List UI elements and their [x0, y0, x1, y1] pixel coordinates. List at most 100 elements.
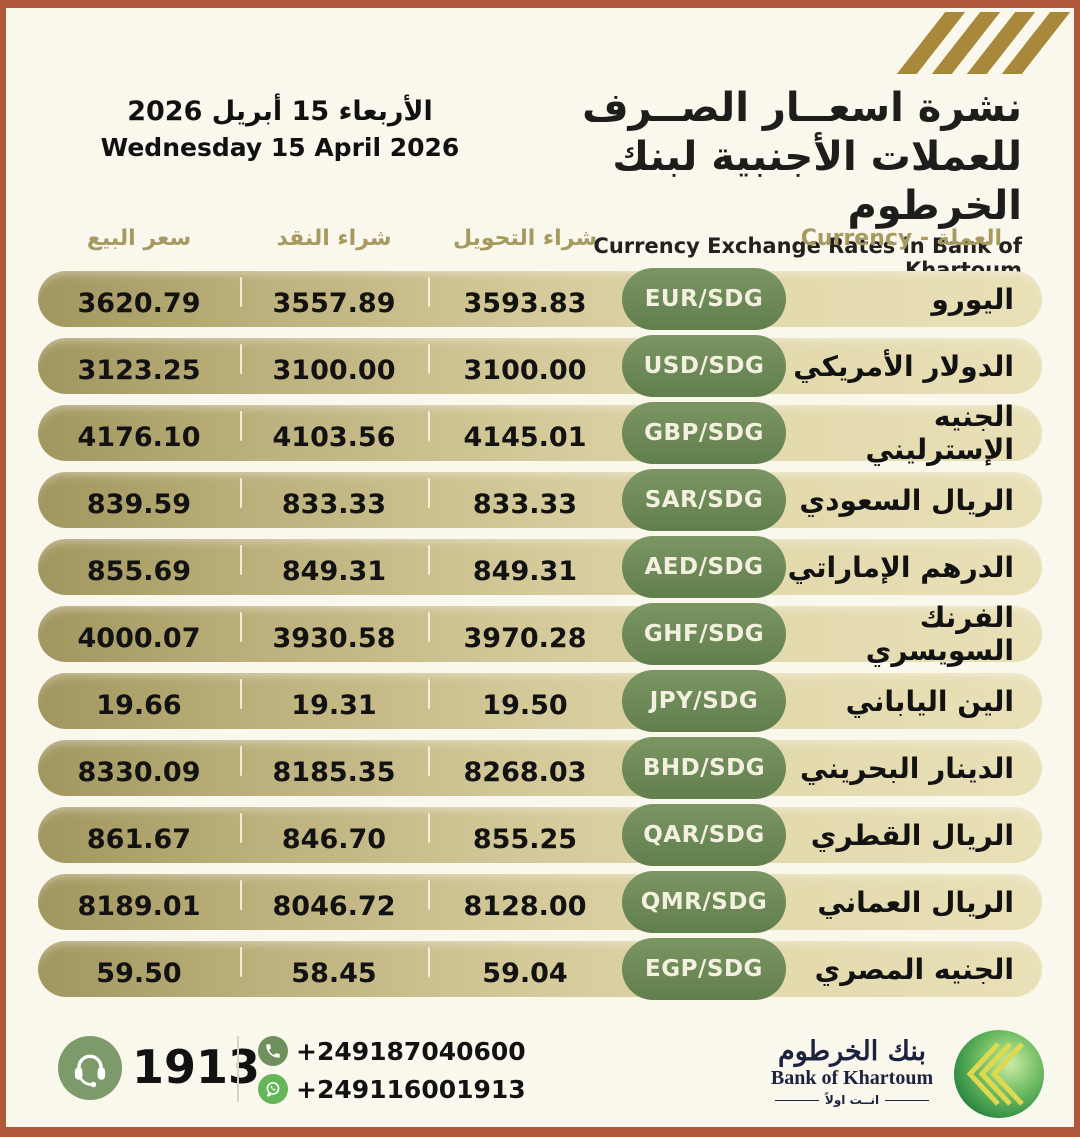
currency-pair-badge: JPY/SDG	[622, 670, 786, 732]
currency-pair-badge: QMR/SDG	[622, 871, 786, 933]
bank-of-khartoum-logo-icon	[954, 1030, 1044, 1118]
whatsapp-number: +249116001913	[296, 1074, 526, 1104]
currency-rate-row: 8189.01 8046.72 8128.00 QMR/SDG الريال ا…	[38, 871, 1042, 933]
whatsapp-contact: +249116001913	[258, 1074, 526, 1104]
column-divider	[428, 947, 430, 977]
phone-contact: +249187040600	[258, 1036, 526, 1066]
column-divider	[240, 947, 242, 977]
transfer-buy-value: 8128.00	[463, 890, 587, 922]
footer-divider	[237, 1036, 239, 1102]
currency-rate-row: 19.66 19.31 19.50 JPY/SDG الين الياباني	[38, 670, 1042, 732]
currency-name-arabic: الجنيه المصري	[814, 952, 1014, 986]
transfer-buy-value: 833.33	[472, 488, 578, 520]
currency-name-arabic: الدرهم الإماراتي	[787, 550, 1014, 584]
bank-tagline-arabic: انــت اولاً	[824, 1093, 880, 1107]
column-header-currency: العملة - Currency	[800, 226, 1002, 251]
transfer-buy-value: 8268.03	[463, 756, 587, 788]
column-divider	[428, 277, 430, 307]
currency-rate-row: 855.69 849.31 849.31 AED/SDG الدرهم الإم…	[38, 536, 1042, 598]
column-header-cash-buy: شراء النقد	[276, 226, 392, 251]
headset-icon	[58, 1036, 122, 1100]
currency-name-arabic: الريال القطري	[810, 818, 1014, 852]
column-divider	[428, 478, 430, 508]
call-center-number: 1913	[132, 1040, 261, 1094]
currency-name-arabic: اليورو	[931, 282, 1014, 316]
currency-rate-row: 59.50 58.45 59.04 EGP/SDG الجنيه المصري	[38, 938, 1042, 1000]
transfer-buy-value: 19.50	[482, 689, 568, 721]
sell-price-value: 855.69	[86, 555, 192, 587]
sell-price-value: 861.67	[86, 823, 192, 855]
date-arabic: الأربعاء 15 أبريل 2026	[127, 96, 433, 127]
cash-buy-value: 58.45	[291, 957, 377, 989]
column-divider	[428, 545, 430, 575]
table-header-row: سعر البيع شراء النقد شراء التحويل العملة…	[38, 226, 1042, 251]
sell-price-value: 8189.01	[77, 890, 201, 922]
column-divider	[240, 344, 242, 374]
transfer-buy-value: 3100.00	[463, 354, 587, 386]
column-divider	[240, 478, 242, 508]
cash-buy-value: 3100.00	[272, 354, 396, 386]
transfer-buy-value: 849.31	[472, 555, 578, 587]
gold-stripes-icon	[896, 12, 1071, 74]
whatsapp-icon	[258, 1074, 288, 1104]
column-divider	[428, 679, 430, 709]
cash-buy-value: 846.70	[281, 823, 387, 855]
column-divider	[428, 411, 430, 441]
cash-buy-value: 19.31	[291, 689, 377, 721]
currency-pair-badge: SAR/SDG	[622, 469, 786, 531]
bank-name-english: Bank of Khartoum	[770, 1067, 934, 1089]
currency-pair-badge: BHD/SDG	[622, 737, 786, 799]
currency-name-arabic: الين الياباني	[845, 684, 1014, 718]
sell-price-value: 59.50	[96, 957, 182, 989]
footer: 1913 +249187040600 +249116001913 بنك الخ…	[0, 1028, 1080, 1120]
currency-pair-badge: GHF/SDG	[622, 603, 786, 665]
currency-rate-row: 839.59 833.33 833.33 SAR/SDG الريال السع…	[38, 469, 1042, 531]
transfer-buy-value: 855.25	[472, 823, 578, 855]
date-english: Wednesday 15 April 2026	[100, 133, 460, 162]
transfer-buy-value: 4145.01	[463, 421, 587, 453]
tagline-rule	[774, 1099, 819, 1101]
date-block: الأربعاء 15 أبريل 2026 Wednesday 15 Apri…	[80, 96, 480, 162]
column-divider	[428, 813, 430, 843]
column-header-transfer-buy: شراء التحويل	[452, 226, 598, 251]
currency-name-arabic: الدينار البحريني	[799, 751, 1014, 785]
currency-rate-row: 8330.09 8185.35 8268.03 BHD/SDG الدينار …	[38, 737, 1042, 799]
cash-buy-value: 8046.72	[272, 890, 396, 922]
transfer-buy-value: 59.04	[482, 957, 568, 989]
sell-price-value: 4176.10	[77, 421, 201, 453]
transfer-buy-value: 3970.28	[463, 622, 587, 654]
cash-buy-value: 3930.58	[272, 622, 396, 654]
tagline-rule	[885, 1099, 930, 1101]
currency-name-arabic: الريال العماني	[817, 885, 1014, 919]
cash-buy-value: 8185.35	[272, 756, 396, 788]
title-block: نشرة اسعــار الصــرف للعملات الأجنبية لب…	[502, 84, 1022, 282]
phone-icon	[258, 1036, 288, 1066]
rates-table-body: 3620.79 3557.89 3593.83 EUR/SDG اليورو 3…	[38, 268, 1042, 1008]
currency-rate-row: 3620.79 3557.89 3593.83 EUR/SDG اليورو	[38, 268, 1042, 330]
column-divider	[240, 612, 242, 642]
sell-price-value: 8330.09	[77, 756, 201, 788]
column-divider	[428, 344, 430, 374]
column-divider	[240, 545, 242, 575]
currency-pair-badge: EGP/SDG	[622, 938, 786, 1000]
page-title-arabic-line2: للعملات الأجنبية لبنك الخرطوم	[612, 133, 1022, 229]
currency-rate-row: 861.67 846.70 855.25 QAR/SDG الريال القط…	[38, 804, 1042, 866]
page-title-english: Currency Exchange Rates in Bank of Khart…	[593, 234, 1022, 282]
currency-pair-badge: USD/SDG	[622, 335, 786, 397]
sell-price-value: 839.59	[86, 488, 192, 520]
currency-rate-row: 3123.25 3100.00 3100.00 USD/SDG الدولار …	[38, 335, 1042, 397]
column-divider	[240, 880, 242, 910]
currency-name-arabic: الفرنك السويسري	[865, 601, 1014, 667]
column-divider	[240, 746, 242, 776]
cash-buy-value: 3557.89	[272, 287, 396, 319]
cash-buy-value: 849.31	[281, 555, 387, 587]
currency-pair-badge: AED/SDG	[622, 536, 786, 598]
currency-pair-badge: EUR/SDG	[622, 268, 786, 330]
currency-pair-badge: QAR/SDG	[622, 804, 786, 866]
currency-pair-badge: GBP/SDG	[622, 402, 786, 464]
sell-price-value: 3123.25	[77, 354, 201, 386]
page-title-arabic-line1: نشرة اسعــار الصــرف	[582, 85, 1022, 131]
column-divider	[428, 880, 430, 910]
column-divider	[428, 746, 430, 776]
